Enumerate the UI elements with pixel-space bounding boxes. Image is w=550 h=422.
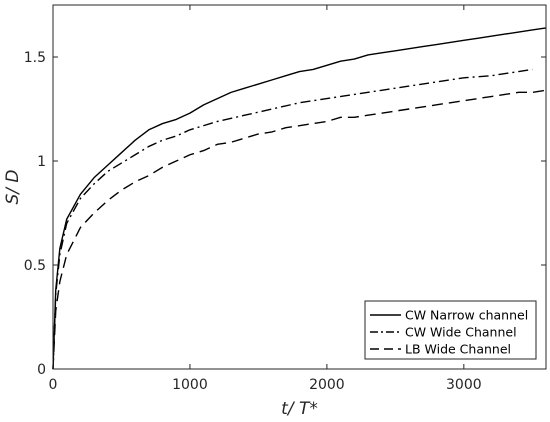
series-line-2 <box>52 68 533 370</box>
x-tick-label: 3000 <box>446 377 482 393</box>
series-line-1 <box>52 27 547 370</box>
x-axis-label: t/ T* <box>281 399 318 419</box>
legend-label: CW Narrow channel <box>405 308 528 323</box>
legend-label: LB Wide Channel <box>405 342 511 357</box>
y-tick-label: 0.5 <box>24 258 46 274</box>
y-tick-label: 1 <box>37 154 46 170</box>
x-tick-label: 1000 <box>172 377 208 393</box>
y-tick-label: 0 <box>37 362 46 378</box>
x-tick-label: 2000 <box>309 377 345 393</box>
x-tick-label: 0 <box>49 377 58 393</box>
legend: CW Narrow channel CW Wide Channel LB Wide … <box>364 300 537 360</box>
legend-label: CW Wide Channel <box>405 325 517 340</box>
plot-frame <box>52 4 547 370</box>
axis-layer: 0 1000 2000 3000 0 0.5 1 1.5 <box>24 4 547 393</box>
series-layer <box>52 27 547 370</box>
y-tick-label: 1.5 <box>24 50 46 66</box>
legend-box <box>364 300 537 360</box>
y-axis-label: S/ D <box>3 169 23 204</box>
series-line-3 <box>52 89 547 370</box>
